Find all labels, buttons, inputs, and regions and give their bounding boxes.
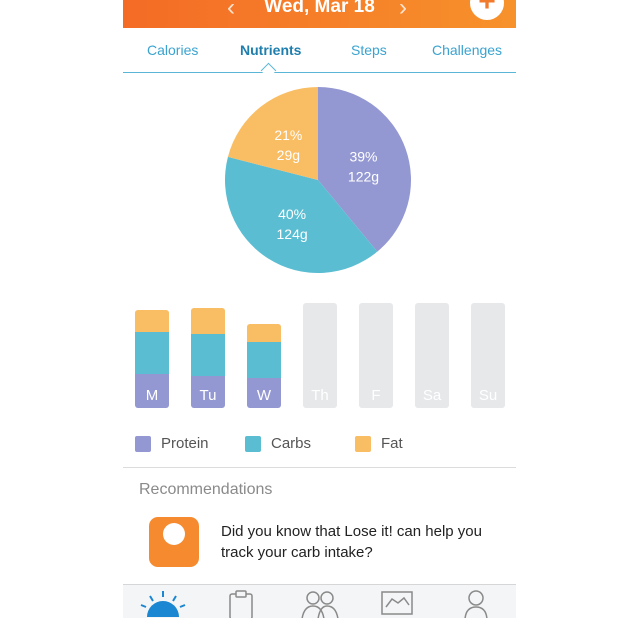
add-button[interactable]: +	[470, 0, 504, 20]
pie-label-carbs-percent: 40%	[278, 206, 306, 222]
section-divider	[123, 467, 516, 468]
bar-segment-protein	[135, 374, 169, 408]
friends-icon[interactable]	[300, 589, 340, 618]
tab-nutrients[interactable]: Nutrients	[240, 42, 302, 58]
pie-slice-carbs	[225, 156, 378, 273]
legend-label-protein: Protein	[161, 435, 209, 452]
bar-segment-carbs	[247, 342, 281, 378]
report-tabs: Calories Nutrients Steps Challenges	[123, 28, 516, 73]
pie-label-fat-grams: 29g	[277, 147, 300, 163]
day-label: W	[256, 387, 272, 404]
day-bar-tu[interactable]: Tu	[191, 308, 225, 408]
day-label: Su	[478, 387, 498, 404]
recommendation-text[interactable]: Did you know that Lose it! can help you …	[221, 523, 482, 561]
day-bar-f[interactable]: F	[359, 303, 393, 408]
bar-segment-protein	[191, 376, 225, 408]
clipboard-icon[interactable]	[227, 589, 255, 618]
protein-swatch	[135, 436, 151, 452]
weekly-bar-chart: M Tu W Th F Sa Su	[123, 303, 516, 408]
day-label: Th	[311, 387, 329, 404]
pie-label-carbs-grams: 124g	[277, 226, 308, 242]
carbs-swatch	[245, 436, 261, 452]
tab-calories[interactable]: Calories	[147, 42, 199, 58]
tab-challenges[interactable]: Challenges	[432, 42, 503, 58]
chart-icon[interactable]	[381, 589, 413, 615]
day-label: Tu	[199, 387, 217, 404]
fat-swatch	[355, 436, 371, 452]
day-bar-sa[interactable]: Sa	[415, 303, 449, 408]
header-bar: ‹ Wed, Mar 18 › +	[123, 0, 516, 28]
day-bar-th[interactable]: Th	[303, 303, 337, 408]
bar-segment-carbs	[135, 332, 169, 374]
tab-steps[interactable]: Steps	[351, 42, 387, 58]
bar-segment-fat	[135, 310, 169, 332]
day-bar-su[interactable]: Su	[471, 303, 505, 408]
pie-slice-protein	[318, 87, 411, 252]
sunrise-icon[interactable]	[138, 589, 188, 617]
pie-slice-fat	[227, 87, 318, 180]
legend-label-carbs: Carbs	[271, 435, 312, 452]
bottom-tab-bar	[123, 584, 516, 618]
app-screen: ‹ Wed, Mar 18 › + Calories Nutrients Ste…	[123, 0, 516, 618]
legend-label-fat: Fat	[381, 435, 403, 452]
day-bar-w[interactable]: W	[247, 324, 281, 408]
pie-label-protein-grams: 122g	[348, 169, 379, 185]
date-title: Wed, Mar 18	[264, 0, 375, 17]
previous-day-button[interactable]: ‹	[227, 0, 235, 21]
chart-legend: Protein Carbs Fat	[135, 434, 515, 456]
nutrient-pie-chart: 39% 122g 40% 124g 21% 29g	[225, 87, 411, 273]
bar-segment-protein	[247, 378, 281, 408]
day-label: F	[371, 387, 381, 404]
pie-label-fat-percent: 21%	[274, 127, 302, 143]
bar-segment-carbs	[191, 334, 225, 376]
pie-label-protein-percent: 39%	[349, 149, 377, 165]
bar-segment-fat	[191, 308, 225, 334]
next-day-button[interactable]: ›	[399, 0, 407, 21]
profile-icon[interactable]	[463, 589, 489, 618]
recommendations-title: Recommendations	[139, 481, 273, 498]
scale-icon[interactable]	[149, 517, 199, 567]
day-label: M	[145, 387, 159, 404]
day-bar-m[interactable]: M	[135, 310, 169, 408]
bar-segment-fat	[247, 324, 281, 342]
day-label: Sa	[422, 387, 442, 404]
